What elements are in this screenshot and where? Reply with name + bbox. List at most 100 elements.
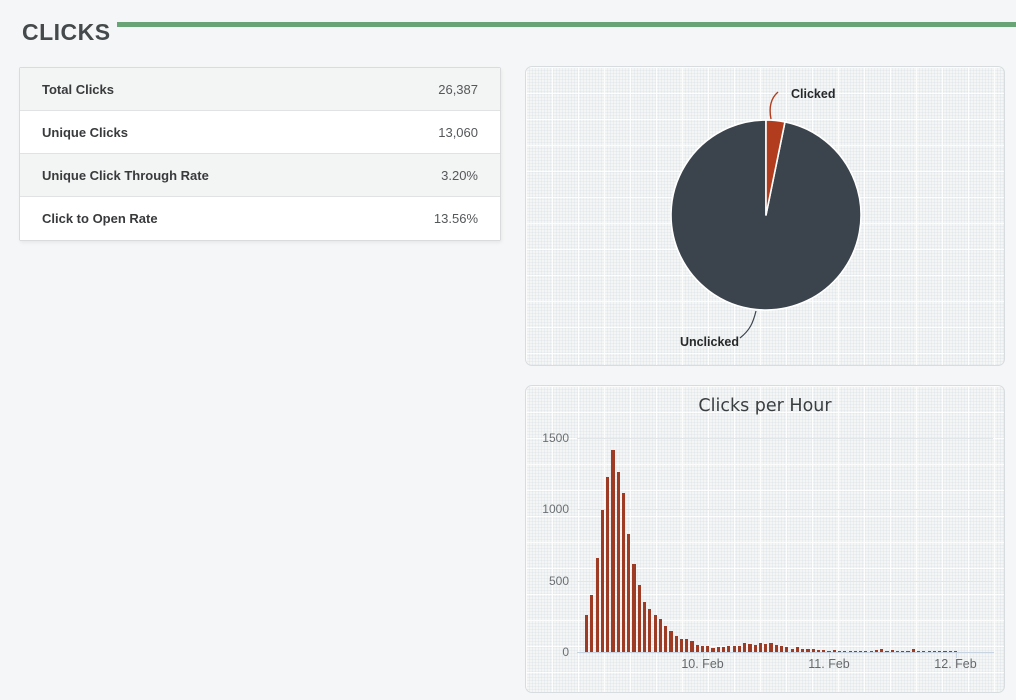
bar-hour-22[interactable] — [700, 646, 705, 652]
bar-hour-43[interactable] — [811, 649, 815, 652]
bar-hour-29[interactable] — [737, 646, 742, 652]
y-axis-label-500: 500 — [548, 573, 569, 588]
bar-hour-62[interactable] — [911, 649, 915, 652]
bar-hour-13[interactable] — [653, 614, 657, 652]
bar-hour-26[interactable] — [722, 647, 726, 652]
bar-hour-57[interactable] — [885, 650, 889, 652]
bar-hour-36[interactable] — [774, 645, 778, 652]
table-row-unique-clicks: Unique Clicks 13,060 — [20, 111, 500, 154]
bar-hour-48[interactable] — [837, 650, 842, 652]
gridline-y-500 — [577, 580, 993, 582]
bar-hour-45[interactable] — [822, 650, 826, 652]
bar-hour-28[interactable] — [732, 646, 736, 652]
bar-hour-2[interactable] — [595, 557, 599, 652]
bar-hour-1[interactable] — [590, 594, 594, 652]
bar-hour-30[interactable] — [743, 643, 747, 652]
bar-hour-49[interactable] — [843, 650, 847, 652]
bar-hour-55[interactable] — [874, 650, 879, 652]
pie-label-clicked: Clicked — [791, 87, 835, 101]
bar-hour-68[interactable] — [943, 651, 947, 652]
clicked-pie-panel: Clicked Unclicked — [525, 66, 1005, 366]
bar-hour-64[interactable] — [922, 650, 926, 652]
bar-hour-60[interactable] — [901, 650, 905, 652]
bar-hour-8[interactable] — [627, 534, 631, 652]
bar-hour-10[interactable] — [637, 584, 641, 652]
bar-hour-11[interactable] — [642, 602, 647, 652]
bar-hour-51[interactable] — [853, 650, 857, 652]
page-title: CLICKS — [22, 19, 111, 45]
bar-hour-53[interactable] — [864, 650, 868, 652]
unclicked-leader-line — [739, 310, 757, 339]
bar-hour-35[interactable] — [769, 643, 773, 652]
bar-hour-16[interactable] — [669, 630, 673, 652]
bar-hour-34[interactable] — [764, 644, 768, 652]
bar-hour-6[interactable] — [616, 471, 620, 652]
stat-label: Total Clicks — [42, 81, 115, 97]
bar-hour-67[interactable] — [938, 650, 942, 652]
stat-label: Click to Open Rate — [42, 211, 158, 226]
bar-hour-46[interactable] — [827, 651, 831, 652]
bar-hour-59[interactable] — [895, 650, 900, 652]
stat-value: 13.56% — [433, 211, 478, 226]
pie-slice-clicked[interactable] — [765, 119, 786, 216]
stat-value: 13,060 — [438, 124, 478, 140]
bar-hour-4[interactable] — [606, 476, 610, 652]
gridline-y-1500 — [577, 438, 993, 439]
bar-hour-39[interactable] — [790, 649, 794, 652]
bar-hour-47[interactable] — [832, 650, 836, 652]
gridline-y-1000 — [577, 509, 993, 511]
bar-hour-7[interactable] — [621, 492, 626, 652]
bar-hour-0[interactable] — [585, 614, 589, 652]
bar-hour-41[interactable] — [801, 649, 805, 652]
bar-hour-50[interactable] — [848, 651, 852, 652]
bar-hour-31[interactable] — [748, 643, 752, 652]
bar-hour-38[interactable] — [785, 647, 789, 652]
bar-hour-12[interactable] — [648, 609, 652, 652]
bar-hour-61[interactable] — [906, 650, 910, 652]
stats-table: Total Clicks 26,387 Unique Clicks 13,060… — [19, 67, 501, 241]
bar-hour-5[interactable] — [611, 450, 615, 652]
bar-hour-24[interactable] — [711, 648, 715, 652]
bar-hour-32[interactable] — [753, 645, 757, 652]
bar-hour-14[interactable] — [658, 618, 662, 652]
stat-value: 3.20% — [441, 167, 478, 183]
bar-hour-19[interactable] — [685, 639, 689, 652]
bar-hour-58[interactable] — [890, 650, 894, 652]
clicks-per-hour-panel: Clicks per Hour 0 500 1000 1500 10. Feb 11. … — [525, 385, 1005, 693]
bar-hour-25[interactable] — [716, 647, 720, 652]
bar-hour-17[interactable] — [674, 636, 678, 652]
bar-hour-40[interactable] — [795, 647, 799, 652]
clicked-pie-chart: Clicked Unclicked — [670, 87, 862, 349]
bar-hour-15[interactable] — [664, 626, 668, 652]
bar-hour-66[interactable] — [932, 650, 936, 652]
bar-hour-27[interactable] — [727, 646, 731, 652]
x-tick-10-feb — [702, 653, 704, 658]
bar-hour-70[interactable] — [953, 650, 958, 652]
bar-hour-69[interactable] — [948, 650, 952, 652]
bar-hour-65[interactable] — [927, 650, 931, 652]
y-axis-label-1000: 1000 — [542, 502, 569, 517]
bar-hour-54[interactable] — [869, 650, 873, 652]
pie-label-unclicked: Unclicked — [680, 335, 739, 349]
bar-hour-9[interactable] — [632, 563, 636, 652]
table-row-unique-ctr: Unique Click Through Rate 3.20% — [20, 154, 500, 197]
bar-hour-56[interactable] — [880, 649, 884, 652]
bar-hour-37[interactable] — [779, 646, 784, 652]
bar-hour-3[interactable] — [600, 510, 604, 652]
bar-hour-52[interactable] — [859, 650, 863, 652]
bar-hour-44[interactable] — [816, 650, 821, 652]
x-tick-11-feb — [829, 653, 831, 658]
clicked-leader-line — [769, 91, 779, 120]
bar-hour-63[interactable] — [917, 650, 921, 652]
x-axis-label-12-feb: 12. Feb — [934, 657, 977, 671]
chart-title: Clicks per Hour — [698, 396, 832, 416]
bar-hour-33[interactable] — [758, 642, 763, 652]
bar-hour-18[interactable] — [679, 639, 684, 652]
bar-hour-21[interactable] — [695, 645, 699, 652]
bar-hour-42[interactable] — [806, 649, 810, 652]
bar-hour-20[interactable] — [690, 641, 694, 652]
y-axis-label-1500: 1500 — [542, 431, 569, 445]
stat-label: Unique Clicks — [42, 124, 128, 140]
bar-hour-23[interactable] — [706, 646, 710, 652]
